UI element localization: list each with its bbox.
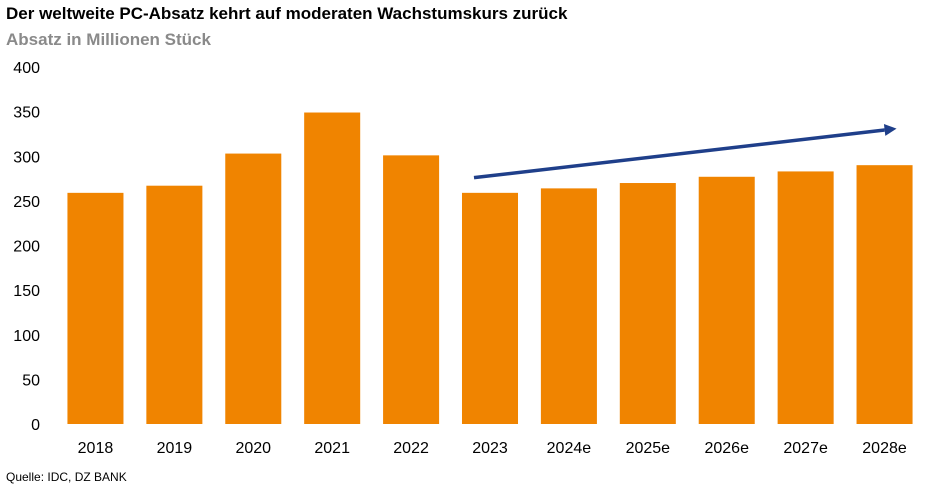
y-tick-label: 50 <box>22 372 40 389</box>
bar-2024e <box>540 188 597 424</box>
y-tick-label: 350 <box>13 105 40 122</box>
trend-arrow-head <box>883 124 897 136</box>
y-axis: 0 50 100 150 200 250 300 350 400 <box>13 60 40 434</box>
source-note: Quelle: IDC, DZ BANK <box>6 470 127 484</box>
bar-2028e <box>856 165 913 425</box>
bar-2022 <box>383 155 440 425</box>
x-tick-label: 2022 <box>393 440 429 457</box>
x-tick-label: 2027e <box>783 440 828 457</box>
bar-2027e <box>777 171 834 424</box>
x-tick-label: 2021 <box>314 440 350 457</box>
x-tick-label: 2028e <box>862 440 907 457</box>
bar-2025e <box>619 183 676 424</box>
x-tick-label: 2018 <box>78 440 114 457</box>
x-tick-label: 2024e <box>547 440 592 457</box>
chart-subtitle: Absatz in Millionen Stück <box>6 30 211 49</box>
bar-2023 <box>461 192 519 424</box>
y-tick-label: 150 <box>13 283 40 300</box>
x-axis: 2018 2019 2020 2021 2022 2023 2024e 2025e 2026e 2… <box>78 440 907 457</box>
bars <box>67 112 913 425</box>
y-tick-label: 200 <box>13 239 40 256</box>
x-tick-label: 2023 <box>472 440 508 457</box>
x-tick-label: 2020 <box>235 440 271 457</box>
bar-2019 <box>146 185 203 424</box>
trend-arrow <box>473 124 897 180</box>
x-tick-label: 2019 <box>157 440 193 457</box>
bar-2020 <box>225 153 282 424</box>
y-tick-label: 400 <box>13 60 40 77</box>
y-tick-label: 300 <box>13 149 40 166</box>
chart-title: Der weltweite PC-Absatz kehrt auf modera… <box>6 4 568 23</box>
x-tick-label: 2025e <box>626 440 671 457</box>
y-tick-label: 250 <box>13 194 40 211</box>
y-tick-label: 0 <box>31 417 40 434</box>
y-tick-label: 100 <box>13 328 40 345</box>
trend-arrow-line <box>473 128 885 180</box>
bar-2026e <box>698 176 755 424</box>
bar-2018 <box>67 192 124 424</box>
x-tick-label: 2026e <box>704 440 749 457</box>
bar-2021 <box>304 112 361 424</box>
